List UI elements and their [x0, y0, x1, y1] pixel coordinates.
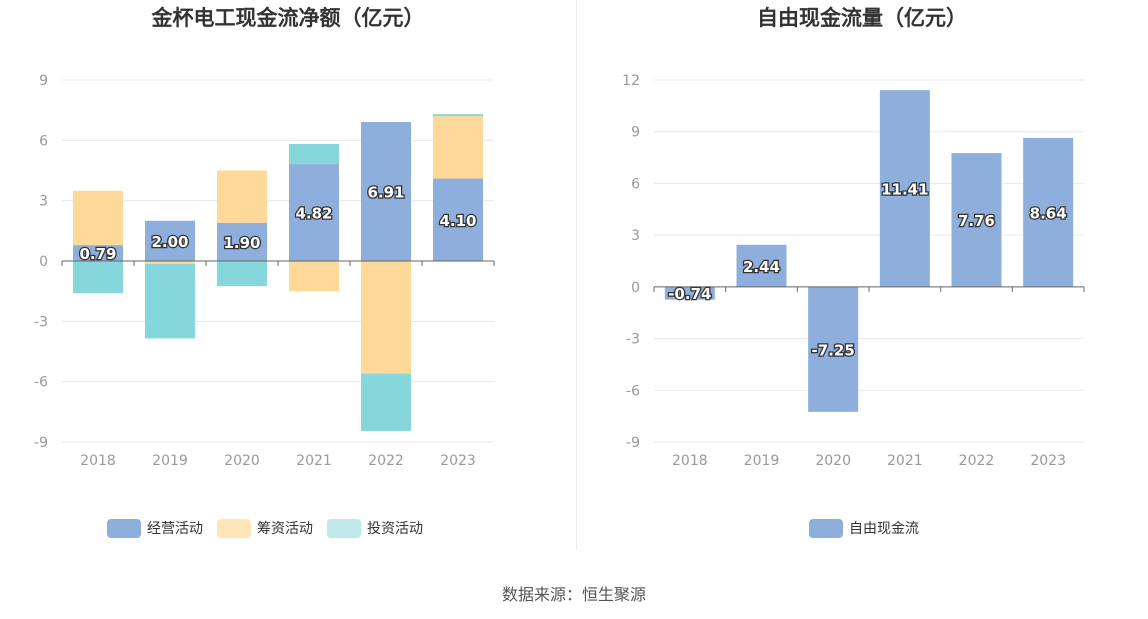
free-cash-flow-chart: 12 9 6 3 0 -3 -6 -9 2018 2019 2020 2021 2022 2023 -0.7…	[622, 73, 1085, 469]
legend-item-financing[interactable]: 筹资活动	[217, 518, 313, 538]
bar-自由现金流-2020	[808, 286, 859, 412]
data-label: 2.00	[151, 233, 188, 251]
y-tick-label: 0	[631, 280, 640, 296]
bar-投资活动-2023	[433, 114, 483, 117]
bar-筹资活动-2023	[433, 116, 483, 179]
bar-经营活动-2021	[289, 164, 339, 261]
y-tick-label: 6	[39, 133, 48, 149]
y-tick-label: 0	[39, 254, 48, 270]
bar-自由现金流-2018	[664, 286, 715, 300]
data-label: -7.25	[812, 341, 855, 359]
data-label: 8.64	[1030, 204, 1067, 222]
x-tick-label: 2021	[296, 453, 332, 469]
y-tick-label: -9	[626, 435, 640, 451]
chart-divider	[576, 0, 577, 550]
left-chart-title: 金杯电工现金流净额（亿元）	[151, 6, 425, 30]
x-tick-label: 2019	[744, 453, 780, 469]
y-tick-label: -6	[626, 383, 640, 399]
bar-筹资活动-2019	[145, 261, 195, 265]
bar-投资活动-2022	[361, 373, 411, 431]
x-tick-label: 2020	[815, 453, 851, 469]
y-tick-label: 9	[39, 73, 48, 89]
x-tick-label: 2023	[1030, 453, 1066, 469]
x-tick-label: 2023	[440, 453, 476, 469]
legend-swatch-financing	[217, 518, 251, 538]
right-legend: 自由现金流	[809, 518, 933, 538]
data-label: 1.90	[223, 234, 260, 252]
legend-label-free-cash-flow: 自由现金流	[849, 521, 919, 537]
y-tick-label: -6	[34, 375, 48, 391]
bar-投资活动-2018	[73, 261, 123, 294]
y-tick-label: 3	[39, 194, 48, 210]
bar-筹资活动-2022	[361, 261, 411, 374]
bar-自由现金流-2022	[951, 153, 1002, 287]
legend-item-investing[interactable]: 投资活动	[327, 518, 423, 538]
bar-投资活动-2019	[145, 264, 195, 339]
data-label: 4.82	[295, 205, 332, 223]
bar-筹资活动-2021	[289, 261, 339, 292]
x-tick-label: 2020	[224, 453, 260, 469]
legend-item-free-cash-flow[interactable]: 自由现金流	[809, 518, 919, 538]
y-tick-label: 12	[622, 73, 640, 89]
y-tick-label: 3	[631, 228, 640, 244]
y-tick-label: 6	[631, 176, 640, 192]
legend-swatch-operating	[107, 518, 141, 538]
legend-label-operating: 经营活动	[147, 521, 203, 537]
legend-item-operating[interactable]: 经营活动	[107, 518, 203, 538]
y-tick-label: -3	[626, 332, 640, 348]
cash-flow-net-chart: 9 6 3 0 -3 -6 -9 2018 2019 2020 2021 2022 2023 0.79 2.…	[34, 73, 495, 469]
data-label: 0.79	[79, 245, 116, 263]
bar-经营活动-2023	[433, 178, 483, 261]
legend-label-financing: 筹资活动	[257, 521, 313, 537]
x-tick-label: 2022	[368, 453, 404, 469]
data-label: 4.10	[439, 212, 476, 230]
bar-投资活动-2020	[217, 261, 267, 287]
bar-经营活动-2020	[217, 222, 267, 261]
y-tick-label: 9	[631, 125, 640, 141]
data-label: -0.74	[668, 285, 711, 303]
bar-经营活动-2022	[361, 122, 411, 261]
legend-swatch-free-cash-flow	[809, 518, 843, 538]
y-tick-label: -3	[34, 314, 48, 330]
bar-筹资活动-2018	[73, 190, 123, 246]
legend-label-investing: 投资活动	[367, 521, 423, 537]
bar-投资活动-2021	[289, 143, 339, 165]
data-label: 6.91	[367, 184, 404, 202]
data-source-note: 数据来源：恒生聚源	[501, 585, 646, 604]
x-tick-label: 2018	[672, 453, 708, 469]
x-tick-label: 2019	[152, 453, 188, 469]
bar-经营活动-2019	[145, 220, 195, 261]
legend-swatch-investing	[327, 518, 361, 538]
y-tick-label: -9	[34, 435, 48, 451]
bar-筹资活动-2020	[217, 170, 267, 223]
x-tick-label: 2018	[80, 453, 116, 469]
bar-自由现金流-2023	[1023, 137, 1074, 287]
x-tick-label: 2021	[887, 453, 923, 469]
data-label: 2.44	[743, 258, 780, 276]
bar-自由现金流-2021	[879, 90, 930, 287]
x-tick-label: 2022	[959, 453, 995, 469]
data-label: 11.41	[881, 181, 928, 199]
data-label: 7.76	[958, 212, 995, 230]
bar-自由现金流-2019	[736, 244, 787, 287]
bar-经营活动-2018	[73, 245, 123, 261]
right-chart-title: 自由现金流量（亿元）	[757, 6, 967, 30]
left-legend: 经营活动 筹资活动 投资活动	[107, 518, 437, 538]
